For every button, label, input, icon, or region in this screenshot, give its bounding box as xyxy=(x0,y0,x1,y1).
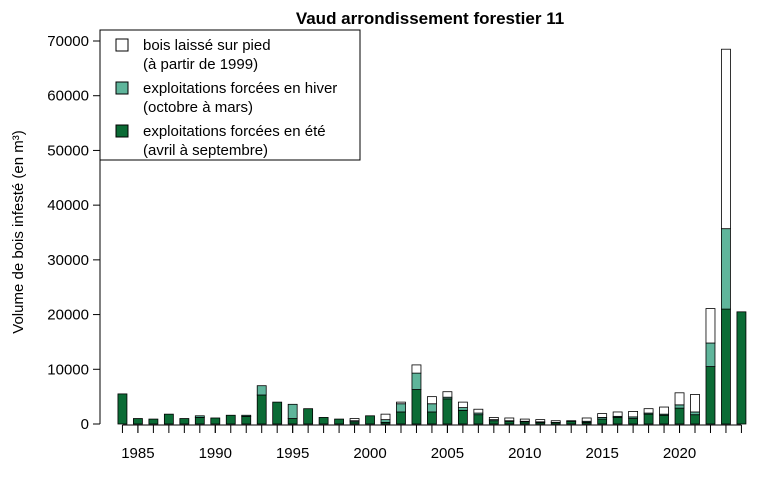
legend-label: exploitations forcées en été (avril à sep… xyxy=(143,123,326,159)
bar-segment xyxy=(705,308,716,344)
bar-segment xyxy=(612,411,623,417)
x-tick-label: 2005 xyxy=(431,445,464,462)
bar-segment xyxy=(179,418,190,425)
bar-segment xyxy=(736,311,747,425)
y-tick-label: 60000 xyxy=(47,88,89,105)
bar-segment xyxy=(411,372,422,390)
bar-segment xyxy=(256,394,267,425)
bar-segment xyxy=(210,417,221,425)
bar-segment xyxy=(597,418,608,425)
y-tick-label: 10000 xyxy=(47,361,89,378)
bar-segment xyxy=(427,411,437,425)
bar-segment xyxy=(628,411,639,418)
chart-title: Vaud arrondissement forestier 11 xyxy=(296,9,564,28)
bar-segment xyxy=(256,385,267,396)
bar-segment xyxy=(287,418,298,425)
bar-segment xyxy=(488,420,499,425)
bar-segment xyxy=(519,418,530,422)
bar-segment xyxy=(427,396,437,405)
legend-swatch xyxy=(115,81,129,95)
bar-segment xyxy=(659,414,669,425)
bar-segment xyxy=(581,417,592,422)
bar-segment xyxy=(133,418,143,425)
legend-box xyxy=(99,29,361,161)
x-tick-label: 1985 xyxy=(121,445,154,462)
bar-segment xyxy=(550,420,561,423)
bar-segment xyxy=(380,419,391,423)
bar-segment xyxy=(334,418,344,425)
y-tick-label: 20000 xyxy=(47,307,89,324)
bar-segment xyxy=(473,414,484,425)
bar-segment xyxy=(690,414,700,425)
bar-segment xyxy=(349,418,360,422)
bar-segment xyxy=(612,417,623,425)
bar-segment xyxy=(705,366,716,425)
bar-segment xyxy=(225,414,236,425)
bar-segment xyxy=(504,417,515,422)
bar-segment xyxy=(721,48,731,230)
y-tick-label: 40000 xyxy=(47,197,89,214)
bar-segment xyxy=(396,411,406,425)
bar-segment xyxy=(566,420,577,422)
bar-segment xyxy=(473,408,484,414)
bar-segment xyxy=(674,392,685,406)
y-tick-label: 30000 xyxy=(47,252,89,269)
legend-label: bois laissé sur pied (à partir de 1999) xyxy=(143,37,271,73)
bar-segment xyxy=(272,401,283,425)
x-tick-label: 1995 xyxy=(276,445,309,462)
bar-segment xyxy=(411,364,422,374)
bar-segment xyxy=(194,415,205,418)
bar-segment xyxy=(365,415,375,425)
x-tick-label: 2000 xyxy=(353,445,386,462)
bar-segment xyxy=(442,398,453,425)
bar-segment xyxy=(597,413,608,418)
legend-swatch xyxy=(115,38,129,52)
bar-segment xyxy=(148,418,159,425)
bar-segment xyxy=(643,413,654,425)
bar-segment xyxy=(318,417,329,425)
bar-segment xyxy=(721,308,731,425)
bar-segment xyxy=(628,418,639,425)
bar-segment xyxy=(442,391,453,398)
bar-segment xyxy=(674,404,685,409)
bar-segment xyxy=(504,420,515,425)
y-tick-label: 0 xyxy=(81,416,89,433)
bar-segment xyxy=(411,389,422,425)
bar-segment xyxy=(287,403,298,419)
bar-segment xyxy=(457,409,468,425)
bar-segment xyxy=(566,420,577,425)
bar-segment xyxy=(690,411,700,416)
bar-segment xyxy=(194,417,205,425)
bar-segment xyxy=(396,403,406,413)
x-tick-label: 2010 xyxy=(508,445,541,462)
bar-segment xyxy=(303,408,314,425)
x-tick-label: 1990 xyxy=(199,445,232,462)
bar-segment xyxy=(241,414,252,417)
bar-segment xyxy=(241,415,252,425)
bar-segment xyxy=(674,407,685,425)
y-axis-label: Volume de bois infesté (en m³) xyxy=(10,130,27,333)
bar-segment xyxy=(488,417,499,421)
x-tick-label: 2015 xyxy=(585,445,618,462)
bar-segment xyxy=(721,228,731,310)
bar-segment xyxy=(457,407,468,411)
y-tick-label: 70000 xyxy=(47,33,89,50)
legend-label: exploitations forcées en hiver (octobre à… xyxy=(143,80,337,116)
bar-segment xyxy=(163,413,174,425)
legend-swatch xyxy=(115,124,129,138)
x-tick-label: 2020 xyxy=(663,445,696,462)
bar-segment xyxy=(643,408,654,414)
bar-segment xyxy=(396,401,406,405)
bar-segment xyxy=(380,413,391,421)
bar-segment xyxy=(427,403,437,413)
bar-segment xyxy=(659,406,669,415)
bar-segment xyxy=(117,393,128,425)
bar-segment xyxy=(457,401,468,408)
bar-segment xyxy=(535,419,546,423)
bar-segment xyxy=(690,394,700,413)
y-tick-label: 50000 xyxy=(47,142,89,159)
bar-segment xyxy=(705,342,716,367)
